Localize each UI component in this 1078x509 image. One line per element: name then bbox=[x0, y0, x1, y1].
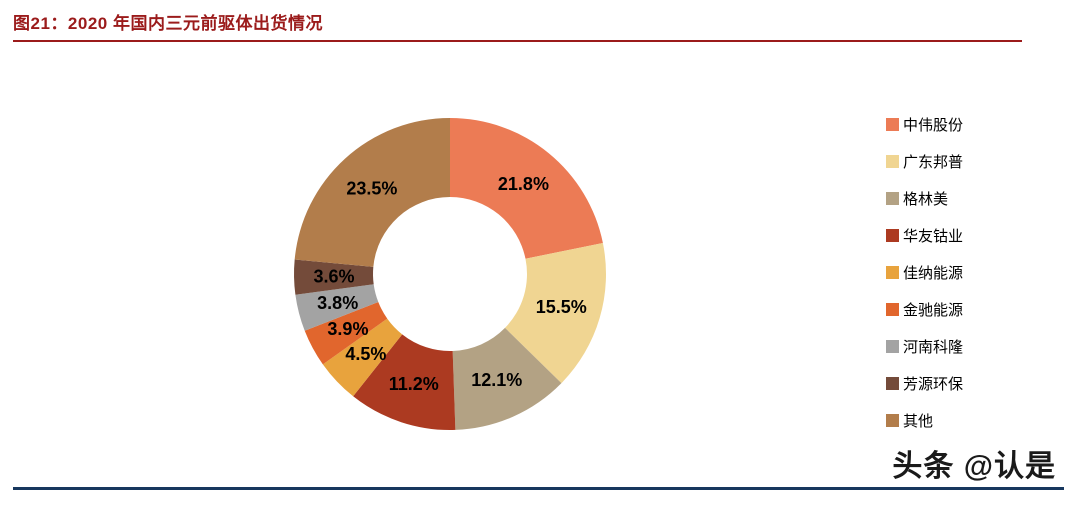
legend-swatch-icon bbox=[886, 302, 899, 316]
legend-swatch-icon bbox=[886, 117, 899, 131]
watermark: 头条 @认是 bbox=[892, 450, 1056, 483]
slice-label-8: 3.6% bbox=[314, 266, 355, 286]
donut-slice-7 bbox=[295, 284, 379, 331]
legend-label: 其他 bbox=[903, 412, 934, 430]
legend-item-3: 格林美 bbox=[886, 190, 963, 208]
legend-label: 芳源环保 bbox=[903, 375, 964, 393]
legend-item-5: 佳纳能源 bbox=[886, 264, 964, 282]
legend-item-8: 芳源环保 bbox=[886, 375, 964, 393]
legend-item-1: 中伟股份 bbox=[886, 116, 964, 134]
legend-swatch-icon bbox=[886, 413, 899, 427]
slice-label-9: 23.5% bbox=[346, 178, 397, 198]
donut-slice-9 bbox=[294, 118, 450, 267]
donut-slice-8 bbox=[294, 259, 374, 295]
legend-swatch-icon bbox=[886, 376, 899, 390]
legend-label: 格林美 bbox=[903, 190, 949, 208]
slice-label-5: 4.5% bbox=[345, 344, 386, 364]
legend-label: 佳纳能源 bbox=[903, 264, 964, 282]
donut-slice-6 bbox=[304, 302, 388, 365]
donut-slice-5 bbox=[322, 318, 403, 397]
slice-label-6: 3.9% bbox=[327, 319, 368, 339]
slice-label-2: 15.5% bbox=[536, 297, 587, 317]
legend-label: 华友钴业 bbox=[903, 227, 964, 245]
legend-item-2: 广东邦普 bbox=[886, 153, 964, 171]
slice-label-4: 11.2% bbox=[389, 374, 439, 394]
slice-label-7: 3.8% bbox=[317, 293, 358, 313]
legend-label: 河南科隆 bbox=[903, 338, 964, 356]
donut-slice-3 bbox=[452, 327, 562, 430]
legend-label: 金驰能源 bbox=[903, 301, 964, 319]
title-divider bbox=[13, 40, 1022, 42]
legend-swatch-icon bbox=[886, 191, 899, 205]
slice-label-3: 12.1% bbox=[471, 370, 522, 390]
bottom-divider bbox=[13, 487, 1064, 490]
legend-item-7: 河南科隆 bbox=[886, 338, 964, 356]
legend-item-9: 其他 bbox=[886, 412, 963, 430]
donut-slice-4 bbox=[353, 334, 456, 430]
legend-item-4: 华友钴业 bbox=[886, 227, 964, 245]
legend-label: 中伟股份 bbox=[903, 116, 964, 134]
chart-legend: 中伟股份广东邦普格林美华友钴业佳纳能源金驰能源河南科隆芳源环保其他 bbox=[886, 116, 964, 430]
donut-slice-1 bbox=[450, 118, 603, 259]
figure-title: 图21：2020 年国内三元前驱体出货情况 bbox=[13, 14, 323, 33]
legend-swatch-icon bbox=[886, 339, 899, 353]
legend-swatch-icon bbox=[886, 265, 899, 279]
legend-swatch-icon bbox=[886, 154, 899, 168]
slice-label-1: 21.8% bbox=[498, 174, 549, 194]
legend-item-6: 金驰能源 bbox=[886, 301, 964, 319]
donut-slice-2 bbox=[505, 243, 606, 384]
legend-swatch-icon bbox=[886, 228, 899, 242]
legend-label: 广东邦普 bbox=[903, 153, 964, 171]
